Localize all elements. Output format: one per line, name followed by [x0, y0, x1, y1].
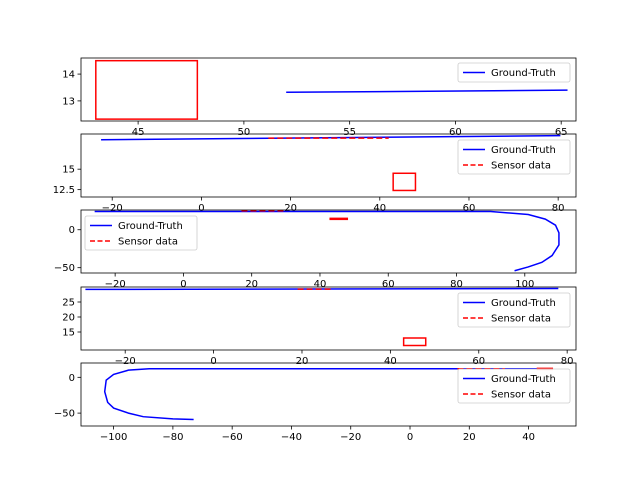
axes-frame — [80, 209, 577, 274]
x-tick-label: 20 — [284, 203, 297, 214]
plot-area — [101, 134, 561, 192]
legend-label: Sensor data — [491, 390, 551, 401]
x-tick-label: 60 — [382, 279, 395, 290]
legend-label: Ground-Truth — [491, 68, 556, 79]
x-tick-label: 80 — [552, 203, 565, 214]
x-tick-label: −20 — [340, 432, 361, 443]
y-tick-label: −50 — [54, 263, 75, 274]
subplot-2: −20 0 20 40 60 80 12.5 15 Ground-Truth Sensor dat… — [53, 133, 577, 214]
x-tick-label: 20 — [463, 432, 476, 443]
legend-box — [457, 62, 571, 83]
y-tick-label: 25 — [62, 298, 75, 309]
x-tick-label: 60 — [472, 356, 485, 367]
y-tick-label: 15 — [62, 165, 75, 176]
bounding-box — [402, 337, 427, 347]
y-tick-label: 15 — [62, 328, 75, 339]
legend: Ground-Truth Sensor data — [457, 368, 571, 404]
legend: Ground-Truth — [457, 62, 571, 83]
plot-area — [95, 59, 568, 120]
x-tick-label: 45 — [132, 127, 145, 138]
x-tick-label: 40 — [522, 432, 535, 443]
y-tick-label: 12.5 — [53, 185, 75, 196]
legend-label: Sensor data — [491, 314, 551, 325]
x-tick-label: 60 — [463, 203, 476, 214]
x-tick-label: 40 — [384, 356, 397, 367]
y-tick-label: 0 — [69, 373, 75, 384]
x-tick-label: 50 — [238, 127, 251, 138]
x-tick-label: 0 — [210, 356, 216, 367]
x-tick-label: 20 — [296, 356, 309, 367]
legend-box — [457, 292, 571, 328]
x-tick-label: −100 — [100, 432, 127, 443]
x-tick-label: 40 — [314, 279, 327, 290]
x-tick-label: 0 — [180, 279, 186, 290]
x-tick-label: −20 — [102, 203, 123, 214]
x-tick-label: 0 — [407, 432, 413, 443]
subplot-4: −20 0 20 40 60 80 15 20 25 Ground-Truth Sensor dat… — [62, 286, 577, 367]
ground-truth-line — [103, 367, 553, 421]
y-tick-label: 13 — [62, 96, 75, 107]
y-tick-label: 14 — [62, 70, 75, 81]
legend-box — [457, 139, 571, 175]
y-tick-label: 20 — [62, 313, 75, 324]
x-tick-label: 100 — [515, 279, 534, 290]
x-tick-label: 40 — [373, 203, 386, 214]
axes-frame — [80, 133, 577, 198]
x-tick-label: −40 — [281, 432, 302, 443]
legend-label: Sensor data — [491, 161, 551, 172]
subplot-1: 45 50 55 60 65 13 14 Ground-Truth — [62, 57, 577, 138]
x-tick-label: 0 — [198, 203, 204, 214]
y-tick-label: 0 — [69, 225, 75, 236]
legend-box — [457, 368, 571, 404]
subplot-5: −100 −80 −60 −40 −20 0 20 40 −50 0 Ground-Truth Sen… — [54, 362, 577, 443]
legend-label: Ground-Truth — [491, 145, 556, 156]
x-tick-label: 65 — [555, 127, 568, 138]
legend-label: Ground-Truth — [491, 298, 556, 309]
axes-frame — [80, 286, 577, 351]
x-tick-label: −60 — [222, 432, 243, 443]
legend: Ground-Truth Sensor data — [84, 215, 198, 251]
legend-label: Ground-Truth — [118, 221, 183, 232]
y-tick-label: −50 — [54, 409, 75, 420]
legend: Ground-Truth Sensor data — [457, 292, 571, 328]
x-tick-label: 20 — [245, 279, 258, 290]
legend: Ground-Truth Sensor data — [457, 139, 571, 175]
bounding-box — [95, 59, 199, 120]
bounding-box — [329, 217, 349, 221]
x-tick-label: 60 — [449, 127, 462, 138]
x-tick-label: 55 — [343, 127, 356, 138]
axes-frame — [80, 57, 577, 122]
plot-area — [85, 287, 559, 347]
ground-truth-line — [101, 134, 561, 141]
x-tick-label: 80 — [561, 356, 574, 367]
x-tick-label: −80 — [162, 432, 183, 443]
subplot-3: −20 0 20 40 60 80 100 −50 0 Ground-Truth Sensor da… — [54, 209, 577, 290]
x-tick-label: 80 — [450, 279, 463, 290]
bounding-box — [392, 172, 417, 192]
legend-label: Ground-Truth — [491, 374, 556, 385]
x-tick-label: −20 — [115, 356, 136, 367]
ground-truth-line — [286, 89, 568, 94]
legend-label: Sensor data — [118, 237, 178, 248]
x-tick-label: −20 — [105, 279, 126, 290]
ground-truth-line — [85, 287, 559, 291]
legend-box — [84, 215, 198, 251]
plot-area — [94, 210, 560, 272]
ground-truth-line — [94, 210, 560, 272]
axes-frame — [80, 362, 577, 427]
